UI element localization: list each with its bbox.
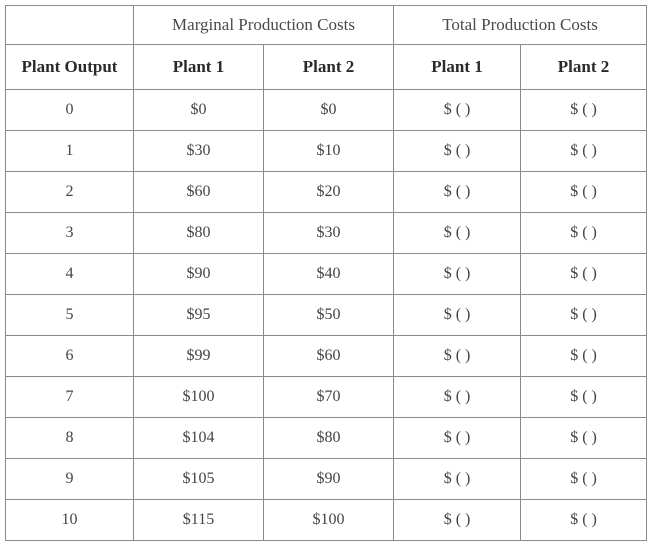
marginal-plant-1-cell: $90 xyxy=(133,253,264,295)
table-body: 0 $0 $0 $ ( ) $ ( ) 1 $30 $10 $ ( ) $ ( ) 2 $60 $20 $… xyxy=(5,89,648,541)
marginal-plant-1-cell: $0 xyxy=(133,89,264,131)
table-row: 4 $90 $40 $ ( ) $ ( ) xyxy=(5,253,648,295)
total-plant-2-cell: $ ( ) xyxy=(520,130,648,172)
table-row: 9 $105 $90 $ ( ) $ ( ) xyxy=(5,458,648,500)
marginal-plant-2-cell: $0 xyxy=(262,89,395,131)
marginal-plant-2-cell: $100 xyxy=(262,499,395,541)
total-plant-2-cell: $ ( ) xyxy=(520,294,648,336)
table-row: 1 $30 $10 $ ( ) $ ( ) xyxy=(5,130,648,172)
total-plant-1-cell: $ ( ) xyxy=(393,499,522,541)
plant-output-cell: 7 xyxy=(5,376,134,418)
total-plant-2-cell: $ ( ) xyxy=(520,89,648,131)
total-plant-2-cell: $ ( ) xyxy=(520,458,648,500)
total-plant-1-cell: $ ( ) xyxy=(393,130,522,172)
plant-output-cell: 6 xyxy=(5,335,134,377)
plant-output-cell: 9 xyxy=(5,458,134,500)
total-plant-1-cell: $ ( ) xyxy=(393,458,522,500)
marginal-plant-2-cell: $80 xyxy=(262,417,395,459)
total-plant-2-cell: $ ( ) xyxy=(520,376,648,418)
total-plant-2-cell: $ ( ) xyxy=(520,171,648,213)
total-plant-1-cell: $ ( ) xyxy=(393,294,522,336)
group-header-marginal-costs: Marginal Production Costs xyxy=(132,5,395,45)
marginal-plant-1-cell: $105 xyxy=(133,458,264,500)
table-row: 7 $100 $70 $ ( ) $ ( ) xyxy=(5,376,648,418)
total-plant-2-cell: $ ( ) xyxy=(520,335,648,377)
total-plant-1-cell: $ ( ) xyxy=(393,89,522,131)
plant-output-cell: 3 xyxy=(5,212,134,254)
total-plant-2-cell: $ ( ) xyxy=(520,212,648,254)
marginal-plant-2-cell: $90 xyxy=(262,458,395,500)
marginal-plant-1-cell: $104 xyxy=(133,417,264,459)
total-plant-2-cell: $ ( ) xyxy=(520,499,648,541)
marginal-plant-2-cell: $50 xyxy=(262,294,395,336)
marginal-plant-2-cell: $60 xyxy=(262,335,395,377)
total-plant-1-cell: $ ( ) xyxy=(393,212,522,254)
table-row: 2 $60 $20 $ ( ) $ ( ) xyxy=(5,171,648,213)
column-header-plant-output: Plant Output xyxy=(5,44,134,90)
column-header-total-plant-2: Plant 2 xyxy=(520,44,648,90)
marginal-plant-2-cell: $10 xyxy=(262,130,395,172)
column-header-marginal-plant-1: Plant 1 xyxy=(133,44,264,90)
table-row: 0 $0 $0 $ ( ) $ ( ) xyxy=(5,89,648,131)
production-costs-table: Marginal Production Costs Total Producti… xyxy=(5,5,648,541)
table-row: 6 $99 $60 $ ( ) $ ( ) xyxy=(5,335,648,377)
marginal-plant-1-cell: $99 xyxy=(133,335,264,377)
marginal-plant-1-cell: $95 xyxy=(133,294,264,336)
plant-output-cell: 8 xyxy=(5,417,134,459)
marginal-plant-2-cell: $40 xyxy=(262,253,395,295)
table-row: 3 $80 $30 $ ( ) $ ( ) xyxy=(5,212,648,254)
marginal-plant-1-cell: $115 xyxy=(133,499,264,541)
table-row: 5 $95 $50 $ ( ) $ ( ) xyxy=(5,294,648,336)
marginal-plant-2-cell: $70 xyxy=(262,376,395,418)
marginal-plant-1-cell: $100 xyxy=(133,376,264,418)
total-plant-2-cell: $ ( ) xyxy=(520,253,648,295)
table-row: 10 $115 $100 $ ( ) $ ( ) xyxy=(5,499,648,541)
plant-output-cell: 4 xyxy=(5,253,134,295)
group-header-row: Marginal Production Costs Total Producti… xyxy=(5,5,648,45)
total-plant-2-cell: $ ( ) xyxy=(520,417,648,459)
plant-output-cell: 1 xyxy=(5,130,134,172)
column-header-row: Plant Output Plant 1 Plant 2 Plant 1 Pla… xyxy=(5,44,648,90)
total-plant-1-cell: $ ( ) xyxy=(393,376,522,418)
total-plant-1-cell: $ ( ) xyxy=(393,171,522,213)
marginal-plant-2-cell: $30 xyxy=(262,212,395,254)
column-header-total-plant-1: Plant 1 xyxy=(393,44,522,90)
total-plant-1-cell: $ ( ) xyxy=(393,253,522,295)
table-row: 8 $104 $80 $ ( ) $ ( ) xyxy=(5,417,648,459)
column-header-marginal-plant-2: Plant 2 xyxy=(262,44,395,90)
plant-output-cell: 0 xyxy=(5,89,134,131)
marginal-plant-1-cell: $30 xyxy=(133,130,264,172)
plant-output-cell: 5 xyxy=(5,294,134,336)
total-plant-1-cell: $ ( ) xyxy=(393,417,522,459)
marginal-plant-2-cell: $20 xyxy=(262,171,395,213)
plant-output-cell: 10 xyxy=(5,499,134,541)
marginal-plant-1-cell: $80 xyxy=(133,212,264,254)
plant-output-cell: 2 xyxy=(5,171,134,213)
marginal-plant-1-cell: $60 xyxy=(133,171,264,213)
total-plant-1-cell: $ ( ) xyxy=(393,335,522,377)
group-header-empty xyxy=(5,5,134,45)
group-header-total-costs: Total Production Costs xyxy=(393,5,648,45)
